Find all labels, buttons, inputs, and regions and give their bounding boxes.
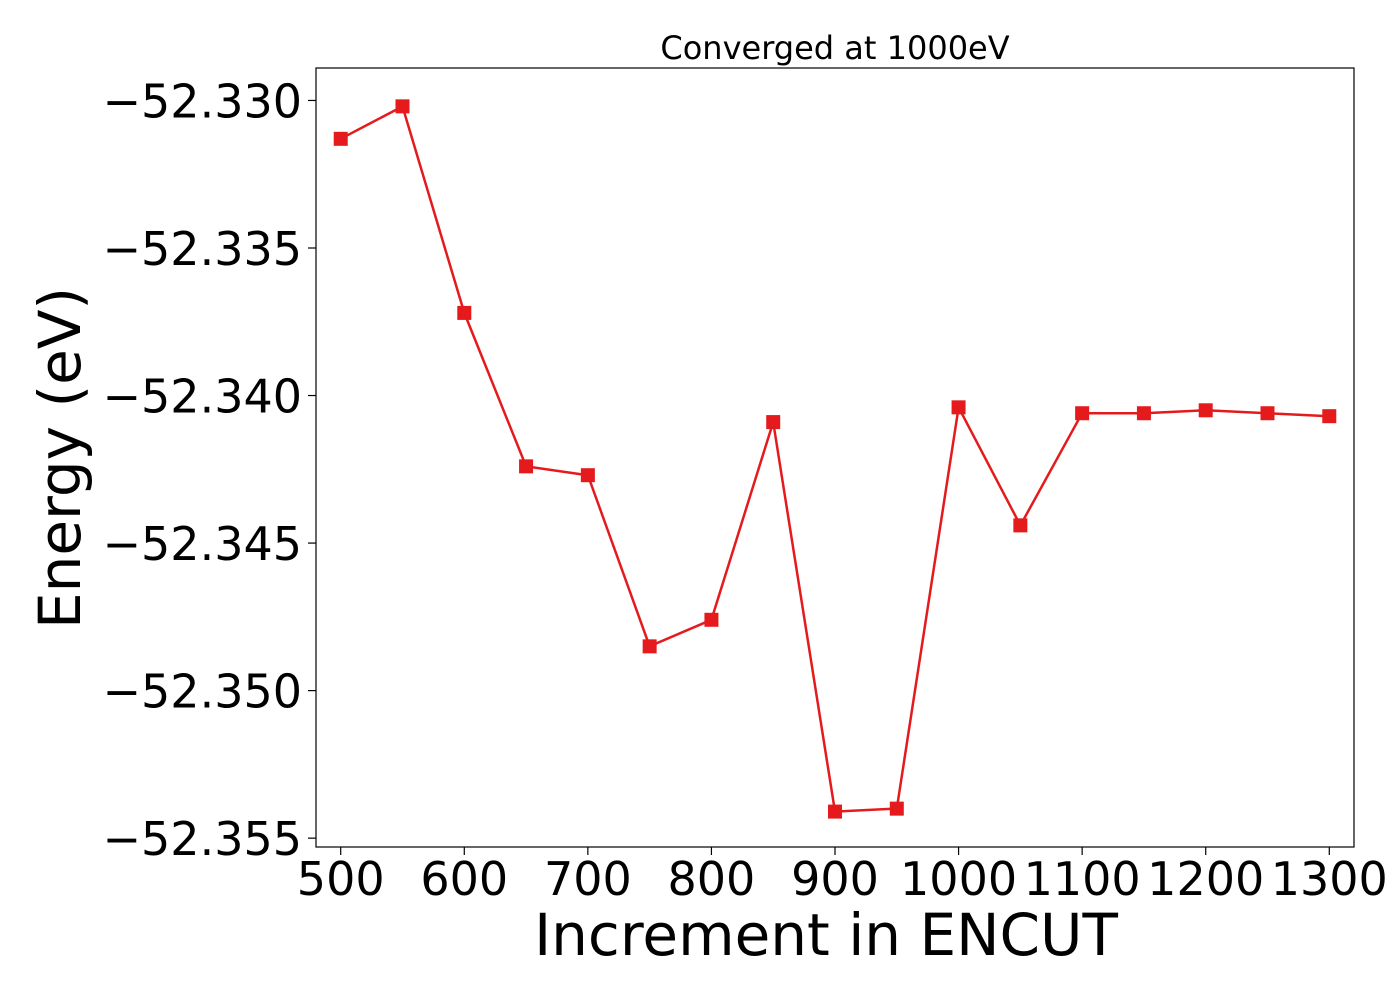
data-point bbox=[457, 305, 472, 320]
plot-frame bbox=[315, 67, 1355, 848]
data-point bbox=[333, 131, 348, 146]
y-tick-label: −52.330 bbox=[103, 74, 303, 128]
x-tick-label: 1200 bbox=[1147, 852, 1264, 906]
x-axis: 500 600 700 800 900 1000 1100 1200 1300 bbox=[297, 847, 1388, 906]
x-tick-label: 700 bbox=[544, 852, 632, 906]
x-axis-label: Increment in ENCUT bbox=[534, 901, 1118, 969]
x-tick-label: 1100 bbox=[1024, 852, 1141, 906]
y-axis: −52.330 −52.335 −52.340 −52.345 −52.350 −52.3… bbox=[103, 74, 316, 866]
data-point bbox=[1198, 403, 1213, 418]
y-tick-label: −52.335 bbox=[103, 222, 303, 276]
series-line bbox=[340, 104, 1330, 813]
data-point bbox=[704, 612, 719, 627]
y-axis-label: Energy (eV) bbox=[26, 287, 94, 629]
data-point bbox=[889, 801, 904, 816]
data-point bbox=[642, 639, 657, 654]
chart-title: Converged at 1000eV bbox=[660, 29, 1009, 67]
data-point bbox=[766, 415, 781, 430]
data-point bbox=[395, 99, 410, 114]
y-tick-label: −52.355 bbox=[103, 812, 303, 866]
data-point bbox=[1013, 518, 1028, 533]
x-tick-label: 800 bbox=[668, 852, 756, 906]
data-point bbox=[580, 468, 595, 483]
data-point bbox=[1136, 406, 1151, 421]
y-tick-label: −52.345 bbox=[103, 517, 303, 571]
data-point bbox=[828, 804, 842, 819]
x-tick-label: 600 bbox=[420, 852, 508, 906]
data-point bbox=[951, 400, 966, 415]
data-point bbox=[1260, 406, 1275, 421]
data-point bbox=[1322, 409, 1337, 424]
x-tick-label: 900 bbox=[791, 852, 879, 906]
y-tick-label: −52.340 bbox=[103, 370, 303, 424]
series-layer bbox=[333, 99, 1337, 819]
x-tick-label: 1000 bbox=[900, 852, 1017, 906]
y-tick-label: −52.350 bbox=[103, 665, 303, 719]
data-point bbox=[519, 459, 534, 474]
x-tick-label: 1300 bbox=[1271, 852, 1388, 906]
x-tick-label: 500 bbox=[297, 852, 385, 906]
data-point bbox=[1075, 406, 1090, 421]
